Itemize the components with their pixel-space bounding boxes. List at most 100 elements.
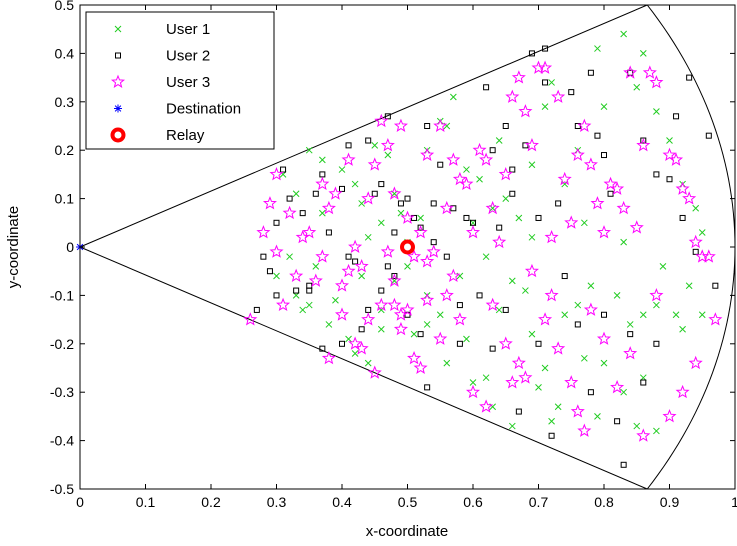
data-point-user-1	[528, 161, 536, 169]
data-point-user-3	[662, 409, 677, 423]
data-point-user-3	[243, 312, 258, 326]
data-point-user-1	[358, 272, 366, 280]
sector-upper-edge	[79, 4, 648, 248]
data-point-user-1	[443, 359, 451, 367]
legend-marker-relay	[110, 127, 126, 143]
data-point-user-1	[377, 325, 385, 333]
data-point-user-1	[600, 359, 608, 367]
data-point-user-3	[551, 89, 566, 103]
legend-item-destination: Destination	[114, 101, 241, 118]
x-tick-label: 0.6	[463, 494, 483, 510]
data-point-user-2	[509, 166, 516, 173]
data-point-user-1	[594, 45, 601, 52]
data-point-user-3	[623, 65, 638, 79]
data-point-user-1	[580, 219, 588, 227]
data-point-user-2	[339, 185, 345, 192]
y-tick-label: -0.2	[50, 336, 74, 352]
data-point-user-2	[391, 229, 398, 236]
data-point-user-1	[351, 350, 359, 357]
data-point-user-1	[548, 79, 555, 86]
data-point-user-1	[449, 93, 457, 101]
data-point-user-3	[465, 384, 481, 399]
legend-label-user-2: User 2	[166, 48, 210, 65]
data-point-user-2	[384, 113, 391, 120]
data-point-user-1	[653, 427, 660, 435]
data-point-user-3	[361, 191, 376, 205]
data-point-user-3	[295, 229, 310, 244]
data-point-user-1	[364, 359, 372, 367]
data-point-user-1	[377, 219, 385, 227]
data-point-user-2	[692, 248, 699, 255]
data-point-user-2	[339, 340, 345, 347]
data-point-user-1	[436, 311, 444, 319]
data-point-relay	[400, 239, 415, 255]
data-point-user-1	[508, 422, 516, 430]
legend-label-user-3: User 3	[166, 74, 210, 91]
data-point-user-1	[587, 282, 595, 290]
legend-label-destination: Destination	[166, 101, 241, 118]
data-point-user-2	[397, 200, 404, 207]
data-point-user-2	[345, 142, 352, 149]
data-point-user-1	[312, 263, 320, 270]
data-point-user-2	[404, 195, 411, 202]
data-point-user-1	[482, 253, 490, 261]
data-point-user-3	[629, 220, 644, 234]
data-point-user-3	[262, 196, 277, 210]
data-point-user-3	[708, 312, 723, 326]
data-point-user-3	[282, 205, 297, 220]
data-point-user-3	[479, 399, 494, 413]
data-point-user-3	[400, 210, 415, 224]
data-point-user-1	[318, 209, 326, 217]
data-point-user-3	[583, 302, 598, 316]
data-point-user-1	[515, 214, 523, 222]
data-point-user-3	[505, 375, 520, 389]
series-user-3	[243, 60, 723, 442]
data-point-user-3	[446, 152, 461, 166]
data-point-user-3	[577, 118, 592, 132]
data-point-user-1	[423, 321, 431, 328]
data-point-user-2	[489, 147, 496, 154]
data-point-user-1	[338, 166, 346, 173]
data-point-user-3	[557, 171, 572, 186]
data-point-user-1	[541, 364, 549, 372]
data-point-user-2	[653, 340, 660, 347]
data-point-user-1	[384, 151, 392, 159]
legend-marker-user-2	[115, 52, 121, 59]
data-point-user-2	[286, 195, 293, 202]
data-point-user-3	[492, 234, 507, 249]
data-point-user-3	[334, 278, 350, 292]
data-point-user-3	[485, 297, 500, 312]
data-point-user-2	[489, 345, 496, 352]
data-point-user-2	[627, 331, 634, 338]
data-point-user-2	[253, 306, 260, 313]
data-point-user-3	[590, 196, 605, 210]
legend-marker-user-3	[110, 74, 126, 88]
legend-item-relay: Relay	[110, 127, 205, 144]
data-point-user-3	[289, 268, 304, 282]
x-tick-label: 0.4	[332, 494, 352, 510]
data-point-user-3	[269, 244, 284, 258]
data-point-user-1	[653, 108, 660, 115]
data-point-user-1	[364, 233, 372, 241]
series-user-2	[253, 45, 719, 468]
data-point-user-3	[413, 360, 428, 374]
data-point-user-1	[594, 413, 601, 420]
data-point-user-3	[393, 118, 408, 132]
data-point-user-3	[407, 249, 422, 263]
data-point-user-1	[463, 335, 470, 343]
y-tick-label: -0.3	[50, 384, 74, 400]
data-point-user-2	[673, 113, 680, 120]
data-point-user-2	[542, 45, 549, 52]
data-point-user-2	[463, 214, 470, 221]
data-point-user-1	[541, 103, 549, 110]
data-point-user-2	[358, 326, 365, 333]
data-point-user-2	[614, 418, 621, 425]
data-point-user-1	[358, 200, 366, 207]
data-point-user-3	[321, 200, 336, 215]
data-point-user-3	[459, 176, 474, 191]
y-tick-label: 0.4	[55, 45, 75, 61]
data-point-user-1	[692, 204, 700, 212]
data-point-user-3	[616, 200, 631, 215]
data-point-user-3	[479, 152, 494, 166]
data-point-user-2	[712, 282, 719, 289]
